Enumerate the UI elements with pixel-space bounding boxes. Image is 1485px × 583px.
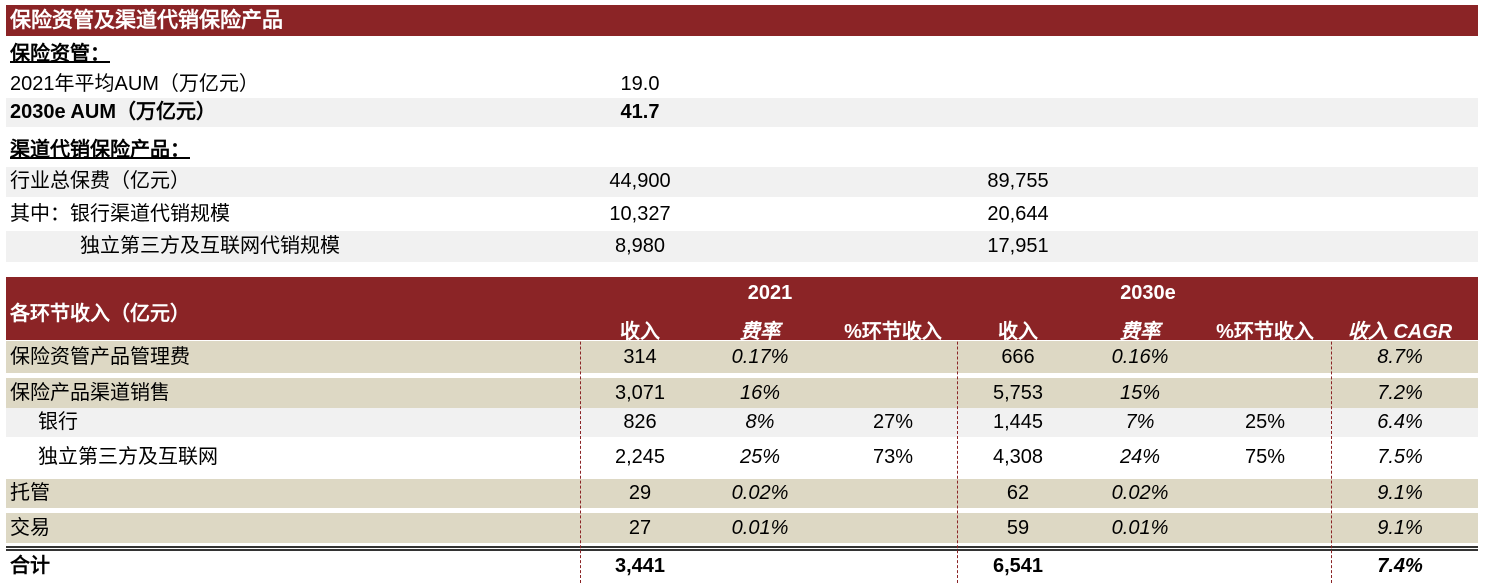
column-divider [1331,277,1332,583]
cell: 666 [1001,346,1035,368]
cell: 1,445 [992,411,1044,433]
cell: 0.01% [1111,517,1169,539]
cell: 16% [739,382,781,404]
table-title: 各环节收入（亿元） [10,303,190,325]
cell: 826 [623,411,657,433]
row-label: 行业总保费（亿元） [10,170,190,192]
title-bar: 保险资管及渠道代销保险产品 [6,5,1478,36]
row-label: 银行 [38,411,78,433]
cell: 2,245 [614,446,666,468]
year-2021: 2021 [747,282,793,304]
col-header: 收入 [998,321,1038,343]
cell: 5,753 [992,382,1044,404]
cell: 7.2% [1377,382,1423,404]
cell: 8.7% [1377,346,1423,368]
table-row: 保险产品渠道销售 3,071 16% 5,753 15% 7.2% [6,378,1478,408]
cell: 27% [872,411,914,433]
table-row: 托管 29 0.02% 62 0.02% 9.1% [6,479,1478,508]
row-label: 保险资管产品管理费 [10,346,190,368]
dist-row: 独立第三方及互联网代销规模 8,980 17,951 [6,231,1478,262]
col-header: 收入 [620,321,660,343]
cell: 0.17% [731,346,789,368]
row-label: 独立第三方及互联网 [38,446,218,468]
cell: 9.1% [1377,517,1423,539]
value: 41.7 [620,101,660,123]
cell: 8% [745,411,775,433]
cell: 62 [1006,482,1030,504]
am-heading-row: 保险资管： [6,40,1478,69]
cell: 7.5% [1377,446,1423,468]
cell: 4,308 [992,446,1044,468]
value: 19.0 [620,73,660,95]
cell: 25% [739,446,781,468]
table-row: 独立第三方及互联网 2,245 25% 73% 4,308 24% 75% 7.5% [6,437,1478,478]
column-divider [957,277,958,583]
cell: 6.4% [1377,411,1423,433]
total-divider [6,546,1478,551]
cell: 9.1% [1377,482,1423,504]
col-header: 费率 [1120,321,1160,343]
column-divider [580,277,581,583]
row-label: 其中：银行渠道代销规模 [10,203,230,225]
row-label: 2030e AUM（万亿元） [10,101,216,123]
dist-row: 其中：银行渠道代销规模 10,327 20,644 [6,200,1478,229]
row-label: 独立第三方及互联网代销规模 [80,235,340,257]
am-heading: 保险资管： [10,43,110,65]
cell: 3,071 [614,382,666,404]
year-2030e: 2030e [1120,282,1176,304]
row-label: 托管 [10,482,50,504]
cell: 15% [1119,382,1161,404]
cell: 0.02% [1111,482,1169,504]
cell: 0.16% [1111,346,1169,368]
cell: 27 [628,517,652,539]
cell: 29 [628,482,652,504]
row-label: 合计 [10,555,50,577]
cell: 75% [1244,446,1286,468]
col-header: %环节收入 [1216,321,1314,343]
col-header: %环节收入 [844,321,942,343]
dist-heading-row: 渠道代销保险产品： [6,136,1478,165]
value-2021: 8,980 [614,235,666,257]
row-label: 2021年平均AUM（万亿元） [10,73,259,95]
cell: 314 [623,346,657,368]
am-row: 2030e AUM（万亿元） 41.7 [6,98,1478,127]
cell: 73% [872,446,914,468]
cell: 6,541 [992,555,1044,577]
dist-heading: 渠道代销保险产品： [10,139,190,161]
table-row: 保险资管产品管理费 314 0.17% 666 0.16% 8.7% [6,341,1478,373]
value-2030: 17,951 [987,235,1049,257]
cell: 3,441 [614,555,666,577]
cell: 59 [1006,517,1030,539]
row-label: 交易 [10,517,50,539]
cell: 7% [1125,411,1155,433]
cell: 25% [1244,411,1286,433]
cell: 7.4% [1377,555,1423,577]
table-row: 交易 27 0.01% 59 0.01% 9.1% [6,513,1478,543]
dist-row: 行业总保费（亿元） 44,900 89,755 [6,167,1478,197]
value-2030: 20,644 [987,203,1049,225]
value-2030: 89,755 [987,170,1049,192]
table-row: 银行 826 8% 27% 1,445 7% 25% 6.4% [6,408,1478,437]
total-row: 合计 3,441 6,541 7.4% [6,551,1478,581]
value-2021: 10,327 [609,203,671,225]
cell: 24% [1119,446,1161,468]
value-2021: 44,900 [609,170,671,192]
row-label: 保险产品渠道销售 [10,382,170,404]
col-header: 费率 [740,321,780,343]
cell: 0.02% [731,482,789,504]
col-header: 收入 CAGR [1347,321,1453,343]
revenue-table-header: 各环节收入（亿元） 2021 2030e 收入 费率 %环节收入 收入 费率 %… [6,277,1478,343]
am-row: 2021年平均AUM（万亿元） 19.0 [6,70,1478,99]
cell: 0.01% [731,517,789,539]
